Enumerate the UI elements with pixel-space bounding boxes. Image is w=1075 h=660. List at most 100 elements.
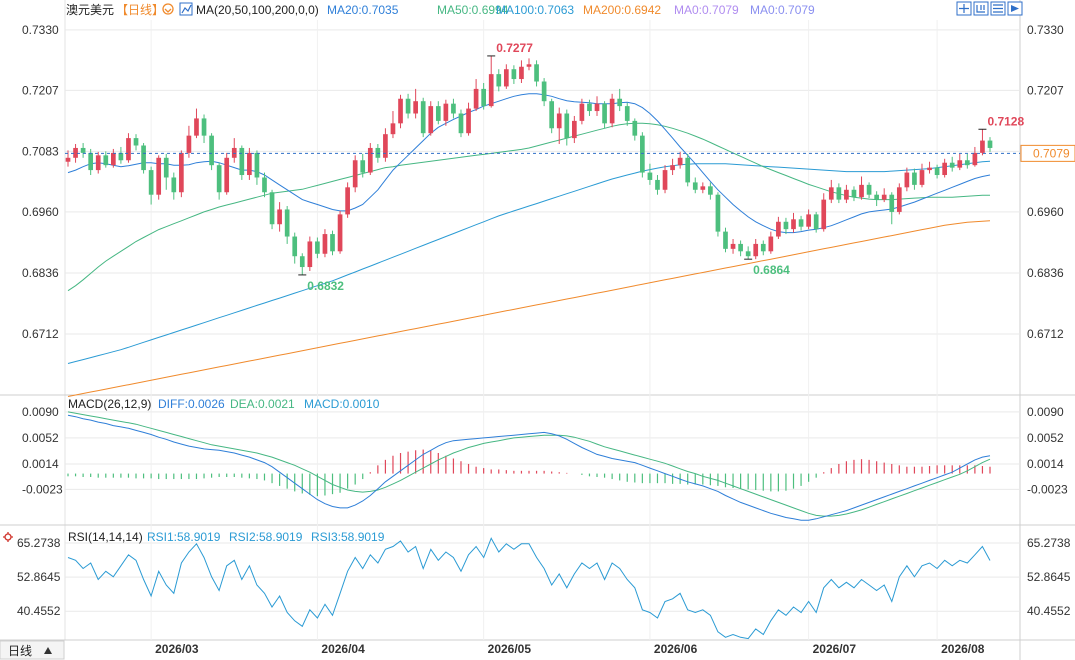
candle-body xyxy=(949,162,955,168)
ma200-line xyxy=(67,220,991,397)
macd-histogram xyxy=(67,449,991,497)
candle-body xyxy=(458,113,464,134)
crosshair-icon[interactable] xyxy=(956,1,972,16)
y-tick-label: 0.7330 xyxy=(22,23,59,37)
candle-body xyxy=(262,177,267,193)
rsi-lines xyxy=(67,537,991,640)
macd-tick-label: 0.0014 xyxy=(22,457,59,471)
y-tick-label: 0.6836 xyxy=(1027,266,1064,280)
candle-body xyxy=(987,140,993,148)
candle-body xyxy=(851,189,857,198)
rsi3-value: RSI3:58.9019 xyxy=(311,530,385,544)
indicator-settings-icon[interactable] xyxy=(162,3,174,15)
y-tick-label: 0.7207 xyxy=(1027,83,1064,97)
candle-body xyxy=(390,123,396,135)
candle-body xyxy=(745,251,751,257)
month-label: 2026/07 xyxy=(813,642,857,656)
month-label: 2026/08 xyxy=(941,642,985,656)
macd-tick-label: -0.0023 xyxy=(22,482,63,496)
fullscreen-icon[interactable] xyxy=(1007,1,1023,16)
candle-body xyxy=(957,160,963,168)
grid-lines xyxy=(65,29,1020,612)
month-label: 2026/03 xyxy=(155,642,199,656)
candle-body xyxy=(889,194,895,212)
candle-body xyxy=(655,179,660,190)
candle-body xyxy=(541,81,547,102)
period-label[interactable]: 【日线】 xyxy=(116,3,164,17)
rsi-header: RSI(14,14,14) RSI1:58.9019 RSI2:58.9019 … xyxy=(3,530,385,544)
rsi2-value: RSI2:58.9019 xyxy=(229,530,303,544)
ma-caption: MA(20,50,100,200,0,0) xyxy=(196,3,319,17)
candle-body xyxy=(912,172,917,185)
indicator-options-icon[interactable] xyxy=(3,532,13,542)
ma0-value: MA0:0.7079 xyxy=(674,3,739,17)
candle-body xyxy=(828,187,834,200)
candle-body xyxy=(549,101,555,129)
candle-body xyxy=(798,219,804,227)
low-label: 0.6832 xyxy=(307,279,344,293)
price-annotations: 0.7277 0.6832 0.6864 0.7128 xyxy=(298,41,1024,293)
candle-body xyxy=(239,147,245,176)
low-label: 0.6864 xyxy=(753,263,790,277)
period-selector-button[interactable] xyxy=(0,640,65,660)
candle-body xyxy=(859,184,864,198)
candle-body xyxy=(617,98,623,107)
candle-body xyxy=(640,135,645,173)
candle-body xyxy=(511,69,517,80)
candle-body xyxy=(88,152,94,171)
candle-body xyxy=(481,88,486,107)
candlestick-series xyxy=(65,55,993,275)
chart-layout-icon[interactable] xyxy=(973,1,989,16)
candle-body xyxy=(768,236,774,252)
ma-toggle-icon[interactable] xyxy=(179,2,193,16)
candle-body xyxy=(451,103,456,114)
rsi-tick-label: 52.8645 xyxy=(17,570,61,584)
candle-body xyxy=(776,221,781,237)
candle-body xyxy=(201,118,207,136)
candle-body xyxy=(488,74,494,107)
candle-body xyxy=(398,98,403,124)
candle-body xyxy=(420,101,426,134)
candle-body xyxy=(466,108,471,134)
indicator-panel-icon[interactable] xyxy=(990,1,1006,16)
macd-value: MACD:0.0010 xyxy=(304,397,380,411)
high-label: 0.7277 xyxy=(496,41,533,55)
dropdown-triangle-icon[interactable] xyxy=(44,647,52,654)
candle-body xyxy=(156,157,162,195)
candle-body xyxy=(662,170,668,190)
candle-body xyxy=(821,199,827,230)
candle-body xyxy=(624,106,630,121)
candle-body xyxy=(791,219,796,230)
candle-body xyxy=(942,162,947,176)
candle-body xyxy=(322,234,328,254)
rsi1-value: RSI1:58.9019 xyxy=(147,530,221,544)
period-selector-label: 日线 xyxy=(8,644,32,658)
rsi-tick-label: 40.4552 xyxy=(17,604,61,618)
rsi-line xyxy=(67,537,991,640)
candle-body xyxy=(519,66,524,80)
macd-axis-right: 0.0090 0.0052 0.0014 -0.0023 xyxy=(1027,405,1068,496)
candle-body xyxy=(609,98,615,124)
candle-body xyxy=(367,147,373,173)
y-tick-label: 0.7330 xyxy=(1027,23,1064,37)
candle-body xyxy=(148,170,154,195)
candle-body xyxy=(579,103,585,121)
candle-body xyxy=(572,120,577,139)
candle-body xyxy=(874,194,879,200)
moving-average-lines xyxy=(67,93,991,397)
candle-body xyxy=(881,194,887,200)
candle-body xyxy=(866,184,872,195)
month-grid-lines xyxy=(150,20,938,640)
candle-body xyxy=(896,187,902,212)
candle-body xyxy=(844,189,849,200)
month-label: 2026/04 xyxy=(321,642,365,656)
candle-body xyxy=(919,170,925,185)
candle-body xyxy=(473,88,479,109)
main-header: 澳元美元 【日线】 MA(20,50,100,200,0,0) MA20:0.7… xyxy=(66,2,815,17)
candle-body xyxy=(534,64,539,82)
ma0-value-2: MA0:0.7079 xyxy=(750,3,815,17)
rsi-tick-label: 65.2738 xyxy=(1027,536,1071,550)
current-price-tag: 0.7079 xyxy=(1020,144,1075,162)
candle-body xyxy=(141,145,146,171)
